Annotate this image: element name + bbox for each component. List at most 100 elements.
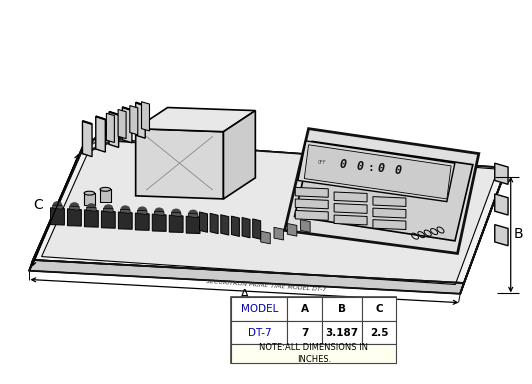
Polygon shape xyxy=(84,193,95,205)
Polygon shape xyxy=(130,106,138,135)
Polygon shape xyxy=(221,215,229,235)
Polygon shape xyxy=(295,141,473,241)
Bar xyxy=(231,321,287,344)
Polygon shape xyxy=(301,220,310,232)
Polygon shape xyxy=(70,206,79,210)
Polygon shape xyxy=(154,212,164,216)
Text: MODEL: MODEL xyxy=(240,304,278,314)
Text: A: A xyxy=(240,288,250,302)
Ellipse shape xyxy=(100,187,111,191)
Circle shape xyxy=(155,208,163,214)
Polygon shape xyxy=(495,163,508,184)
Text: SECURITRON PRIME TIME MODEL DT-7: SECURITRON PRIME TIME MODEL DT-7 xyxy=(206,280,326,293)
Text: B: B xyxy=(338,304,346,314)
Circle shape xyxy=(53,202,62,208)
Polygon shape xyxy=(210,214,218,234)
Polygon shape xyxy=(274,227,284,240)
Polygon shape xyxy=(51,208,64,225)
Bar xyxy=(231,344,396,363)
Bar xyxy=(362,297,396,321)
Bar xyxy=(231,297,287,321)
Circle shape xyxy=(121,206,130,212)
Polygon shape xyxy=(231,216,239,237)
Polygon shape xyxy=(96,116,105,152)
Text: OFF: OFF xyxy=(318,159,326,165)
Polygon shape xyxy=(373,208,406,218)
Polygon shape xyxy=(53,205,62,209)
Polygon shape xyxy=(104,208,113,212)
Polygon shape xyxy=(373,220,406,230)
Polygon shape xyxy=(106,113,114,142)
Circle shape xyxy=(87,204,96,210)
Polygon shape xyxy=(495,194,508,215)
Text: DT-7: DT-7 xyxy=(247,328,271,338)
Polygon shape xyxy=(200,212,207,232)
Bar xyxy=(322,321,362,344)
Polygon shape xyxy=(152,214,166,232)
Polygon shape xyxy=(82,121,92,157)
Polygon shape xyxy=(334,192,367,202)
Circle shape xyxy=(138,207,146,213)
Polygon shape xyxy=(118,212,132,229)
Polygon shape xyxy=(137,210,147,215)
Bar xyxy=(322,297,362,321)
Polygon shape xyxy=(171,212,181,217)
Polygon shape xyxy=(242,217,250,238)
Polygon shape xyxy=(186,216,200,233)
Text: 0: 0 xyxy=(394,164,402,177)
Polygon shape xyxy=(120,209,130,214)
Bar xyxy=(287,321,322,344)
Polygon shape xyxy=(142,102,149,131)
Polygon shape xyxy=(373,197,406,207)
Polygon shape xyxy=(29,260,464,294)
Polygon shape xyxy=(68,209,81,226)
Bar xyxy=(287,297,322,321)
Text: 7: 7 xyxy=(301,328,308,338)
Circle shape xyxy=(172,209,180,215)
Polygon shape xyxy=(136,129,223,199)
Text: C: C xyxy=(34,199,43,212)
Polygon shape xyxy=(334,215,367,225)
Text: B: B xyxy=(513,227,523,241)
Text: A: A xyxy=(301,304,309,314)
Polygon shape xyxy=(136,103,145,138)
Text: 3.187: 3.187 xyxy=(325,328,359,338)
Text: :: : xyxy=(368,163,374,173)
Polygon shape xyxy=(460,168,506,294)
Polygon shape xyxy=(109,112,119,147)
Circle shape xyxy=(104,205,113,211)
Polygon shape xyxy=(295,187,328,197)
Polygon shape xyxy=(495,225,508,246)
Ellipse shape xyxy=(84,191,95,195)
Text: 0: 0 xyxy=(378,162,385,175)
Polygon shape xyxy=(223,111,255,199)
Polygon shape xyxy=(41,138,498,285)
Bar xyxy=(231,297,396,363)
Polygon shape xyxy=(87,207,96,212)
Text: 0: 0 xyxy=(356,160,363,173)
Polygon shape xyxy=(188,214,198,218)
Polygon shape xyxy=(29,139,86,271)
Polygon shape xyxy=(135,213,149,230)
Polygon shape xyxy=(334,204,367,214)
Text: C: C xyxy=(375,304,383,314)
Polygon shape xyxy=(295,210,328,220)
Polygon shape xyxy=(136,108,255,132)
Polygon shape xyxy=(122,107,132,143)
Text: NOTE:ALL DIMENSIONS IN
INCHES.: NOTE:ALL DIMENSIONS IN INCHES. xyxy=(260,343,368,364)
Text: 2.5: 2.5 xyxy=(370,328,388,338)
Polygon shape xyxy=(304,145,451,199)
Polygon shape xyxy=(85,210,98,227)
Polygon shape xyxy=(33,139,506,283)
Polygon shape xyxy=(287,223,297,236)
Circle shape xyxy=(189,210,197,216)
Polygon shape xyxy=(102,211,115,228)
Text: 0: 0 xyxy=(339,158,347,171)
Polygon shape xyxy=(295,199,328,209)
Polygon shape xyxy=(118,109,126,139)
Polygon shape xyxy=(298,141,455,202)
Polygon shape xyxy=(169,215,183,232)
Polygon shape xyxy=(100,189,111,202)
Bar xyxy=(362,321,396,344)
Polygon shape xyxy=(285,129,479,253)
